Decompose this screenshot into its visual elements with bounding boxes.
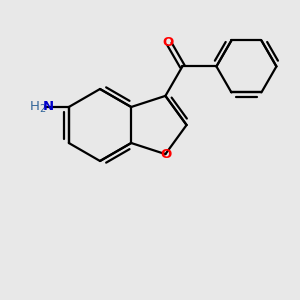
Text: N: N [42, 100, 53, 112]
Text: 2: 2 [39, 104, 45, 115]
Text: H: H [30, 100, 40, 112]
Text: O: O [161, 148, 172, 160]
Text: O: O [163, 36, 174, 50]
